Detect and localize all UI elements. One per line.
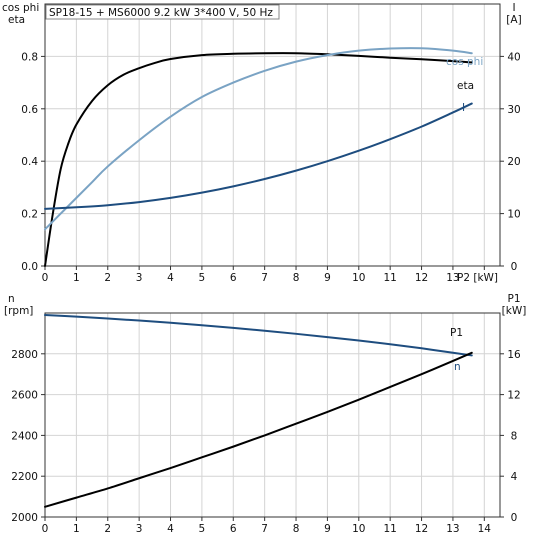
y-right-tick-label: 40 <box>507 51 520 63</box>
y-right-tick-label: 10 <box>507 209 520 221</box>
y-left-tick-label: 2600 <box>11 390 38 402</box>
y-left-tick-label: 0.2 <box>21 209 38 221</box>
series-line-p1 <box>44 351 473 508</box>
series-line-eta <box>44 52 473 267</box>
y-left-tick-label: 0.4 <box>21 156 38 168</box>
x-tick-label: 0 <box>42 523 49 533</box>
x-tick-label: 5 <box>199 272 206 284</box>
series-line-i <box>44 102 473 210</box>
y-right-tick-label: 0 <box>511 261 518 273</box>
y-left-tick-label: 2400 <box>11 430 38 442</box>
series-label-eta: eta <box>457 80 474 92</box>
x-tick-label: 10 <box>352 272 365 284</box>
y-right-tick-label: 0 <box>511 512 518 524</box>
y-left-axis-label: cos phi <box>2 2 39 14</box>
series-label-cos-phi: cos phi <box>446 56 483 68</box>
x-tick-label: 12 <box>415 272 428 284</box>
y-right-tick-label: 16 <box>507 349 521 361</box>
x-tick-label: 1 <box>73 523 80 533</box>
y-left-tick-label: 2000 <box>11 512 38 524</box>
chart-panel-2 <box>41 312 504 521</box>
y-left-tick-label: 0.6 <box>21 104 38 116</box>
x-tick-label: 8 <box>293 272 300 284</box>
chart-panel-1 <box>41 3 504 270</box>
x-tick-label: 13 <box>446 523 459 533</box>
x-tick-label: 0 <box>42 272 49 284</box>
series-label-p1: P1 <box>450 327 463 339</box>
x-tick-label: 6 <box>230 523 237 533</box>
x-tick-label: 6 <box>230 272 237 284</box>
y-right-tick-label: 4 <box>511 471 518 483</box>
x-tick-label: 7 <box>261 523 268 533</box>
y-right-tick-label: 12 <box>507 390 520 402</box>
x-tick-label: 12 <box>415 523 428 533</box>
y-left-axis-label: eta <box>8 14 25 26</box>
x-tick-label: 11 <box>383 523 396 533</box>
x-tick-label: 8 <box>293 523 300 533</box>
y-right-axis-label: [A] <box>506 14 521 26</box>
series-label-i: I <box>462 102 465 114</box>
x-axis-label: P2 [kW] <box>457 272 498 284</box>
y-left-axis-label: n <box>8 293 15 305</box>
y-left-tick-label: 0.8 <box>21 51 38 63</box>
x-tick-label: 14 <box>478 523 492 533</box>
x-tick-label: 2 <box>104 523 111 533</box>
plot-frame <box>44 312 501 518</box>
x-tick-label: 7 <box>261 272 268 284</box>
series-line-cos-phi <box>44 47 473 231</box>
series-line-n <box>44 314 473 357</box>
title-box <box>45 4 280 20</box>
x-tick-label: 5 <box>199 523 206 533</box>
x-tick-label: 1 <box>73 272 80 284</box>
x-tick-label: 3 <box>136 272 143 284</box>
x-tick-label: 3 <box>136 523 143 533</box>
x-tick-label: 9 <box>324 523 331 533</box>
y-right-tick-label: 20 <box>507 156 520 168</box>
x-tick-label: 9 <box>324 272 331 284</box>
plot-frame <box>44 3 501 267</box>
series-label-n: n <box>454 361 461 373</box>
y-right-tick-label: 30 <box>507 104 520 116</box>
y-right-axis-label: [kW] <box>502 305 527 317</box>
x-tick-label: 11 <box>383 272 396 284</box>
y-right-axis-label: I <box>512 2 515 14</box>
y-left-tick-label: 0.0 <box>21 261 38 273</box>
y-right-tick-label: 8 <box>511 430 518 442</box>
x-tick-label: 2 <box>104 272 111 284</box>
x-tick-label: 4 <box>167 272 174 284</box>
x-tick-label: 4 <box>167 523 174 533</box>
x-tick-label: 10 <box>352 523 365 533</box>
y-left-tick-label: 2800 <box>11 349 38 361</box>
x-tick-label: 13 <box>446 272 459 284</box>
y-left-tick-label: 2200 <box>11 471 38 483</box>
chart-title: SP18-15 + MS6000 9.2 kW 3*400 V, 50 Hz <box>49 7 273 19</box>
y-right-axis-label: P1 <box>507 293 520 305</box>
y-left-axis-label: [rpm] <box>4 305 33 317</box>
